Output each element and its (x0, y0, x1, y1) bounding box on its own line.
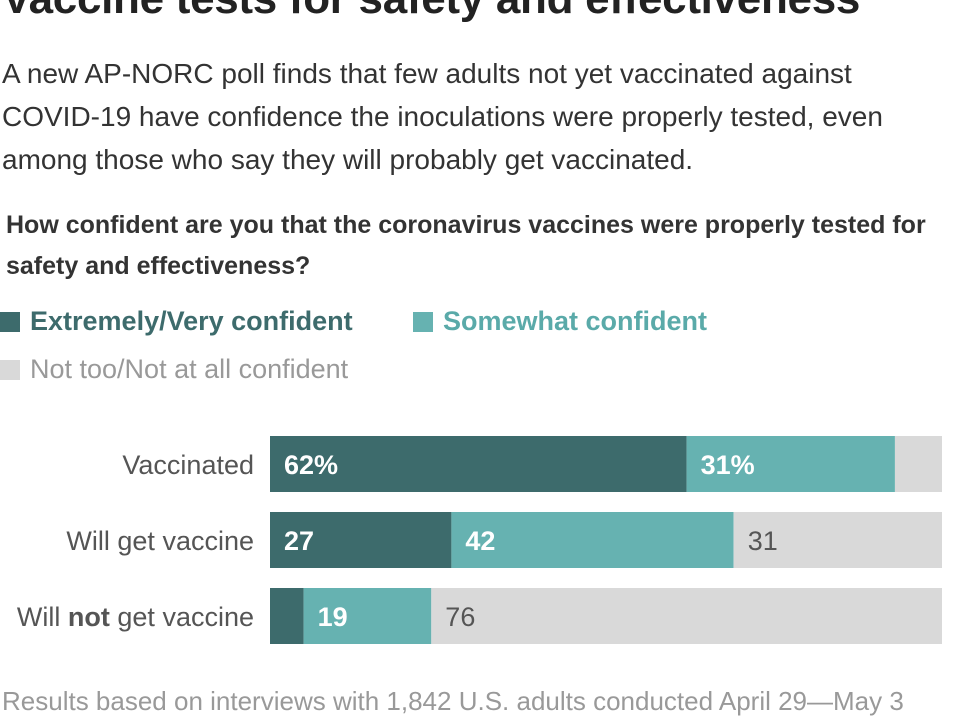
data-label-vaccinated-s1: 31% (701, 450, 755, 480)
bar-segment-will-get-vaccine-s2 (733, 512, 942, 568)
survey-question: How confident are you that the coronavir… (6, 211, 926, 280)
legend-item-somewhat: Somewhat confident (413, 306, 707, 337)
legend-item-extremely-very: Extremely/Very confident (0, 306, 353, 337)
legend-swatch-extremely-very (0, 311, 20, 332)
legend-swatch-somewhat (413, 311, 433, 332)
stacked-bar-chart: Vaccinated 62% 31% Will get vaccine 27 42 31 Wi… (17, 436, 942, 644)
legend-label-not-too: Not too/Not at all confident (30, 354, 349, 384)
bar-segment-vaccinated-s2 (895, 436, 942, 492)
chart-legend: Extremely/Very confident Somewhat confid… (0, 306, 960, 406)
legend-swatch-not-too (0, 359, 20, 380)
bar-segment-will-get-vaccine-s1 (451, 512, 734, 568)
legend-label-somewhat: Somewhat confident (443, 306, 708, 336)
footnote: Results based on interviews with 1,842 U… (2, 686, 904, 716)
data-label-will-get-vaccine-s0: 27 (284, 526, 314, 556)
bar-segment-will-not-get-vaccine-s1 (303, 588, 432, 644)
chart-subtitle: A new AP-NORC poll finds that few adults… (2, 58, 883, 175)
data-label-will-not-get-vaccine-s1: 19 (318, 602, 348, 632)
data-label-will-get-vaccine-s2: 31 (748, 526, 778, 556)
data-label-will-not-get-vaccine-s2: 76 (445, 602, 475, 632)
category-label-will-not-get-vaccine: Will not get vaccine (17, 602, 254, 632)
data-label-will-get-vaccine-s1: 42 (465, 526, 495, 556)
bar-segment-will-get-vaccine-s0 (270, 512, 452, 568)
legend-item-not-too: Not too/Not at all confident (0, 354, 348, 385)
bar-segment-vaccinated-s1 (686, 436, 895, 492)
category-label-vaccinated: Vaccinated (122, 450, 254, 480)
category-label-will-get-vaccine: Will get vaccine (66, 526, 254, 556)
data-label-vaccinated-s0: 62% (284, 450, 338, 480)
bar-segment-will-not-get-vaccine-s0 (270, 588, 304, 644)
bar-segment-will-not-get-vaccine-s2 (431, 588, 942, 644)
bar-segment-vaccinated-s0 (270, 436, 687, 492)
chart-title: Vaccine tests for safety and effectivene… (2, 0, 860, 24)
legend-label-extremely-very: Extremely/Very confident (30, 306, 353, 336)
